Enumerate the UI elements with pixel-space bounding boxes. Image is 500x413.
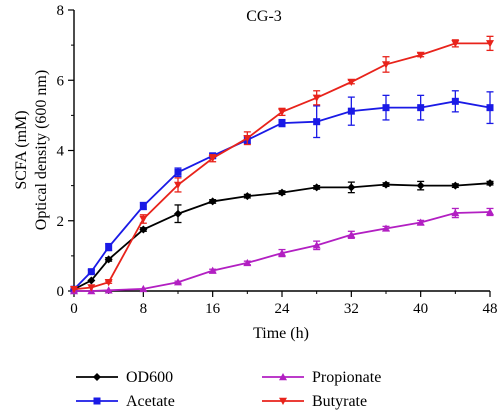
- acetate-point: [313, 118, 321, 126]
- y-tick-label: 0: [57, 284, 65, 300]
- butyrate-point: [347, 78, 356, 87]
- legend: OD600 Propionate Acetate Butyrate: [76, 369, 381, 410]
- od600-point: [382, 180, 390, 189]
- x-tick-label: 16: [205, 301, 221, 317]
- butyrate-point: [174, 181, 182, 189]
- x-tick-label: 0: [70, 301, 78, 317]
- acetate-point: [451, 97, 459, 105]
- legend-item-butyrate: Butyrate: [262, 393, 367, 410]
- series-butyrate: [70, 35, 494, 294]
- od600-point: [312, 183, 321, 192]
- butyrate-point: [139, 215, 148, 223]
- chart-title: CG-3: [246, 8, 282, 25]
- butyrate-point: [278, 108, 286, 116]
- propionate-point: [104, 286, 113, 294]
- od600-line: [73, 182, 491, 291]
- legend-label-propionate: Propionate: [312, 369, 381, 386]
- acetate-point: [105, 243, 113, 251]
- propionate-point: [347, 230, 356, 238]
- series-propionate: [70, 207, 494, 295]
- acetate-point: [486, 104, 494, 112]
- x-tick-label: 48: [483, 301, 498, 317]
- x-tick-label: 24: [275, 301, 291, 317]
- butyrate-point: [243, 135, 252, 143]
- propionate-point: [382, 224, 390, 232]
- y-axis-label-line-1: SCFA (mM): [13, 110, 30, 189]
- butyrate-point: [70, 286, 78, 294]
- od600-point: [139, 225, 148, 234]
- propionate-point: [208, 266, 217, 274]
- y-tick-label: 4: [57, 144, 65, 160]
- x-axis-label: Time (h): [253, 325, 309, 342]
- od600-point: [174, 209, 182, 218]
- od600-point: [243, 192, 252, 201]
- propionate-point: [451, 209, 460, 217]
- legend-item-acetate: Acetate: [76, 393, 175, 410]
- od600-point: [451, 181, 460, 190]
- series-od600: [70, 179, 494, 294]
- butyrate-point: [208, 155, 217, 163]
- od600-point: [104, 255, 113, 264]
- butyrate-point: [87, 284, 96, 292]
- legend-marker-od600: [93, 373, 101, 381]
- od600-point: [486, 179, 494, 188]
- y-tick-label: 8: [57, 3, 65, 19]
- y-axis-label-line-2: Optical density (600 nm): [33, 70, 50, 230]
- legend-item-od600: OD600: [76, 369, 173, 386]
- propionate-point: [416, 218, 425, 226]
- butyrate-point: [312, 94, 321, 102]
- legend-label-acetate: Acetate: [126, 393, 175, 410]
- butyrate-point: [451, 40, 460, 48]
- legend-label-od600: OD600: [126, 369, 173, 386]
- x-tick-label: 32: [344, 301, 359, 317]
- od600-point: [208, 197, 217, 206]
- butyrate-point: [382, 61, 390, 69]
- acetate-line: [73, 100, 491, 290]
- od600-point: [347, 183, 356, 192]
- propionate-point: [278, 249, 286, 257]
- acetate-point: [139, 202, 147, 210]
- acetate-point: [347, 107, 355, 115]
- propionate-point: [312, 241, 321, 249]
- od600-point: [416, 181, 425, 190]
- series-acetate: [70, 90, 494, 293]
- series-layer: [70, 35, 494, 295]
- y-tick-label: 2: [57, 214, 65, 230]
- legend-marker-propionate: [279, 373, 287, 381]
- propionate-point: [174, 278, 182, 286]
- propionate-point: [243, 258, 252, 267]
- acetate-point: [417, 104, 425, 112]
- y-tick-label: 6: [57, 73, 65, 89]
- acetate-point: [174, 168, 182, 176]
- butyrate-point: [486, 40, 494, 48]
- propionate-line: [74, 211, 491, 292]
- legend-label-butyrate: Butyrate: [312, 393, 367, 410]
- butyrate-point: [416, 51, 425, 59]
- acetate-point: [382, 104, 390, 112]
- legend-marker-acetate: [93, 397, 101, 405]
- legend-item-propionate: Propionate: [262, 369, 381, 386]
- propionate-point: [486, 207, 494, 216]
- y-axis-label: SCFA (mM) Optical density (600 nm): [13, 70, 50, 230]
- od600-point: [87, 276, 96, 285]
- x-tick-label: 40: [413, 301, 428, 317]
- propionate-point: [139, 284, 148, 293]
- od600-point: [278, 188, 286, 197]
- butyrate-point: [104, 279, 113, 287]
- butyrate-line: [73, 42, 490, 291]
- x-tick-label: 8: [140, 301, 148, 317]
- legend-marker-butyrate: [279, 397, 287, 405]
- acetate-point: [87, 268, 95, 276]
- acetate-point: [278, 119, 286, 127]
